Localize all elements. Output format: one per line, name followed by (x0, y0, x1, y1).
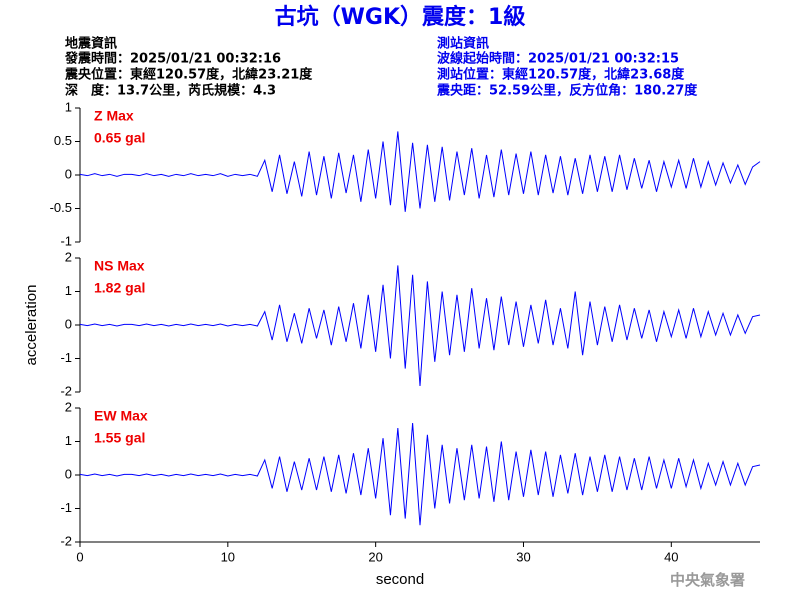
y-tick-label: 0 (65, 166, 72, 181)
max-annotation: EW Max (94, 408, 148, 424)
y-tick-label: 2 (65, 249, 72, 264)
waveform (79, 131, 761, 212)
y-tick-label: 0 (65, 316, 72, 331)
y-tick-label: -1 (60, 233, 72, 248)
y-tick-label: -1 (60, 350, 72, 365)
max-annotation: 0.65 gal (94, 130, 145, 146)
x-tick-label: 30 (516, 549, 530, 564)
chart-title: 古坑（WGK）震度：1級 (275, 4, 526, 30)
station-info: 測站位置：東經120.57度，北緯23.68度 (437, 67, 685, 83)
y-tick-label: 0 (65, 466, 72, 481)
quake-info: 震央位置：東經120.57度，北緯23.21度 (64, 67, 313, 83)
y-tick-label: 1 (65, 283, 72, 298)
y-axis-label: acceleration (23, 285, 40, 366)
x-tick-label: 20 (368, 549, 382, 564)
y-tick-label: -0.5 (50, 200, 72, 215)
y-tick-label: 2 (65, 399, 72, 414)
y-tick-label: -1 (60, 500, 72, 515)
footer-logo: 中央氣象署 (670, 571, 745, 589)
x-axis-label: second (376, 571, 424, 588)
station-info: 震央距：52.59公里，反方位角：180.27度 (436, 83, 698, 99)
station-info: 測站資訊 (437, 36, 489, 52)
y-tick-label: 0.5 (54, 133, 72, 148)
quake-info: 地震資訊 (65, 36, 117, 52)
max-annotation: 1.55 gal (94, 430, 145, 446)
x-tick-label: 10 (221, 549, 235, 564)
x-tick-label: 0 (76, 549, 83, 564)
max-annotation: 1.82 gal (94, 280, 145, 296)
y-tick-label: 1 (65, 433, 72, 448)
y-tick-label: -2 (60, 533, 72, 548)
quake-info: 深 度：13.7公里，芮氏規模：4.3 (65, 83, 276, 99)
station-info: 波線起始時間：2025/01/21 00:32:15 (437, 51, 679, 67)
y-tick-label: -2 (60, 383, 72, 398)
y-tick-label: 1 (65, 99, 72, 114)
quake-info: 發震時間：2025/01/21 00:32:16 (64, 51, 281, 67)
waveform (79, 423, 761, 526)
max-annotation: NS Max (94, 258, 145, 274)
x-tick-label: 40 (664, 549, 678, 564)
max-annotation: Z Max (94, 108, 134, 124)
waveform (79, 265, 761, 387)
